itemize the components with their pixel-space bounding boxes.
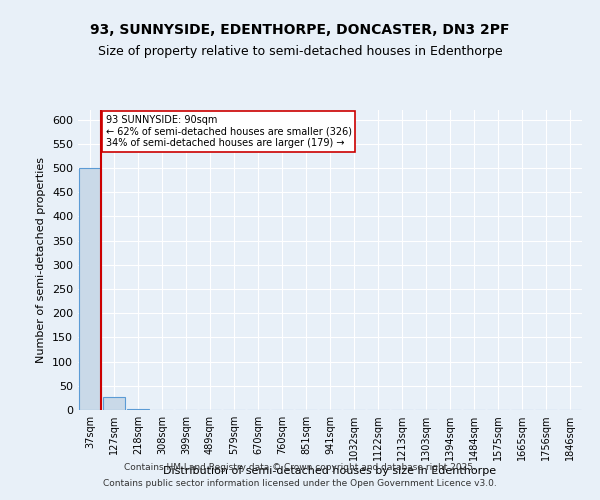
Bar [103,397,125,410]
Text: Size of property relative to semi-detached houses in Edenthorpe: Size of property relative to semi-detach… [98,45,502,58]
Text: Contains public sector information licensed under the Open Government Licence v3: Contains public sector information licen… [103,478,497,488]
Text: 93, SUNNYSIDE, EDENTHORPE, DONCASTER, DN3 2PF: 93, SUNNYSIDE, EDENTHORPE, DONCASTER, DN… [90,22,510,36]
Bar [79,168,101,410]
Text: 93 SUNNYSIDE: 90sqm
← 62% of semi-detached houses are smaller (326)
34% of semi-: 93 SUNNYSIDE: 90sqm ← 62% of semi-detach… [106,115,352,148]
Bar [127,408,149,410]
Text: Contains HM Land Registry data © Crown copyright and database right 2025.: Contains HM Land Registry data © Crown c… [124,464,476,472]
Y-axis label: Number of semi-detached properties: Number of semi-detached properties [37,157,46,363]
X-axis label: Distribution of semi-detached houses by size in Edenthorpe: Distribution of semi-detached houses by … [163,466,497,476]
